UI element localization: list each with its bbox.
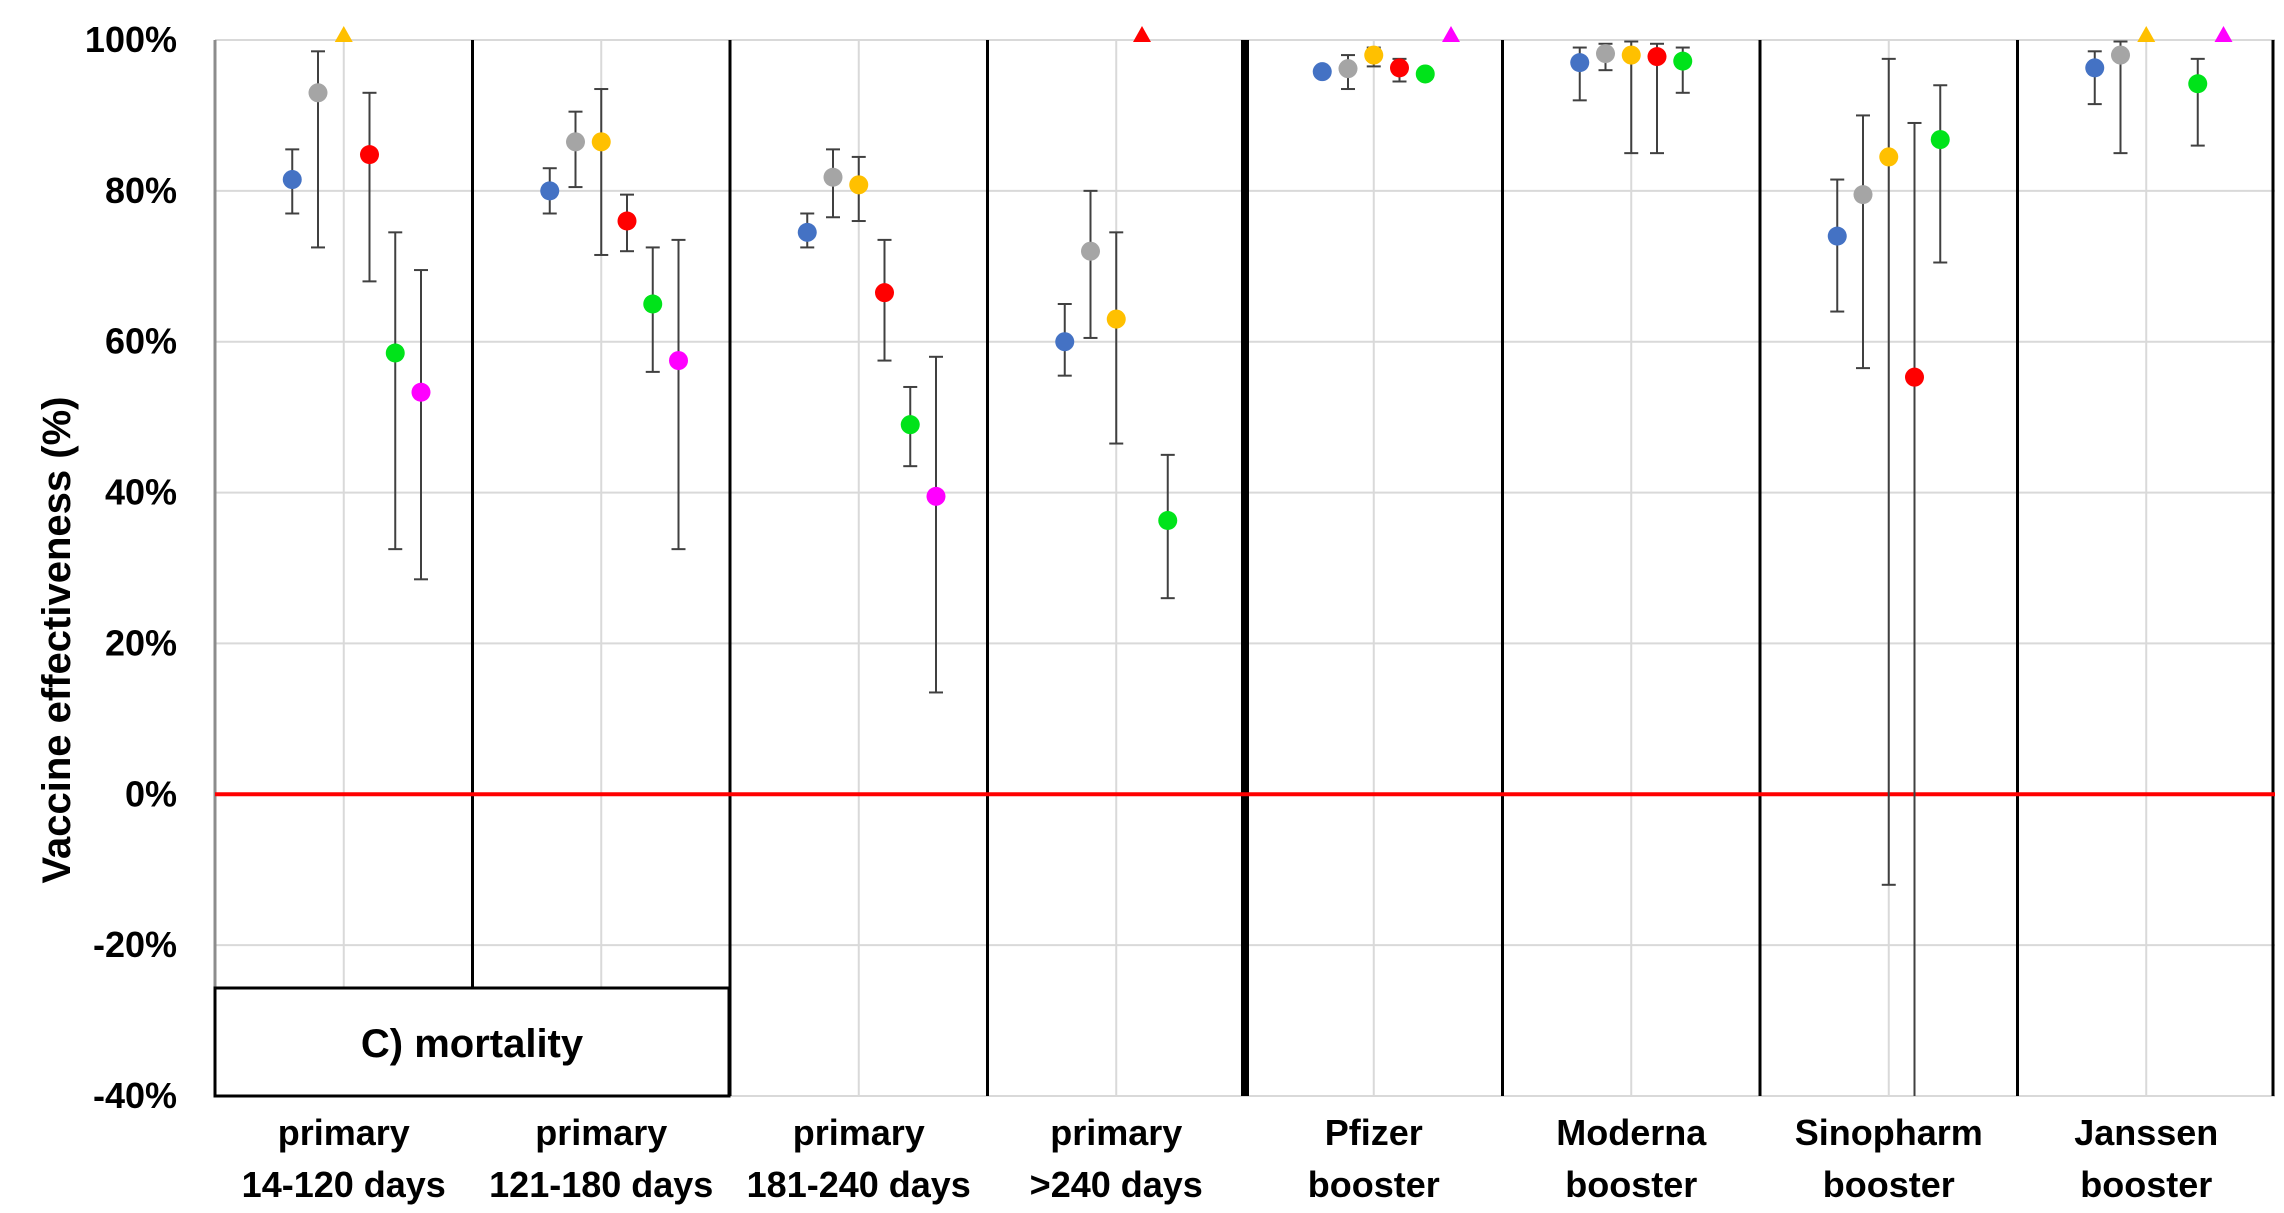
data-point (360, 145, 379, 165)
y-tick-label: 20% (105, 622, 177, 663)
category-label-line1: Sinopharm (1795, 1112, 1983, 1153)
data-point (617, 211, 637, 231)
data-point (1158, 510, 1178, 530)
data-point (1081, 241, 1100, 261)
data-point (1930, 130, 1950, 150)
data-point (1390, 58, 1409, 78)
y-tick-label: -20% (93, 924, 177, 965)
data-point (669, 351, 688, 371)
data-point (411, 382, 431, 402)
data-point (1415, 64, 1435, 84)
data-point (849, 175, 869, 195)
category-label-line2: 181-240 days (747, 1164, 971, 1205)
markers-layer (282, 26, 2233, 530)
data-point (1827, 226, 1847, 246)
category-label-line1: Janssen (2074, 1112, 2218, 1153)
data-point-triangle (334, 26, 353, 42)
y-tick-label: 60% (105, 321, 177, 362)
y-tick-label: -40% (93, 1075, 177, 1116)
y-tick-label: 100% (85, 19, 177, 60)
data-point (282, 170, 302, 190)
category-label-line1: Pfizer (1325, 1112, 1423, 1153)
data-point (308, 83, 328, 103)
category-label-line1: primary (535, 1112, 667, 1153)
data-point (1055, 332, 1075, 352)
category-label-line2: >240 days (1030, 1164, 1203, 1205)
data-point (900, 415, 920, 435)
data-point (2188, 74, 2208, 94)
data-point (591, 132, 611, 152)
category-label-line2: booster (1565, 1164, 1697, 1205)
data-point (1673, 51, 1693, 71)
data-point (823, 167, 843, 187)
panel-label-box: C) mortality (213, 986, 731, 1098)
category-label-line1: Moderna (1556, 1112, 1707, 1153)
data-point (1596, 44, 1615, 64)
category-label-line1: primary (1050, 1112, 1182, 1153)
data-point (1312, 62, 1332, 82)
data-point (1647, 47, 1667, 67)
data-point (1905, 367, 1924, 387)
data-point (797, 222, 817, 242)
data-point (643, 294, 663, 314)
y-tick-label: 0% (125, 773, 177, 814)
data-point-triangle (2137, 26, 2156, 42)
data-point (566, 132, 585, 152)
data-point (2111, 45, 2130, 65)
category-label-line2: booster (1823, 1164, 1955, 1205)
data-point (1364, 45, 1384, 65)
category-label-line2: 14-120 days (242, 1164, 446, 1205)
data-point-triangle (1133, 26, 1151, 42)
data-point (1853, 185, 1873, 205)
data-point (875, 283, 894, 303)
data-point-triangle (2214, 26, 2233, 42)
data-point (540, 181, 560, 201)
data-point (1570, 53, 1590, 73)
y-axis-title: Vaccine effectiveness (%) (35, 397, 79, 884)
data-point (1106, 309, 1126, 329)
category-label-line2: booster (1308, 1164, 1440, 1205)
data-point-triangle (1442, 26, 1460, 42)
category-label-line2: booster (2080, 1164, 2212, 1205)
category-label-line1: primary (793, 1112, 925, 1153)
category-label-line1: primary (278, 1112, 410, 1153)
data-point (926, 486, 946, 506)
labels-layer: -40% -20% 0% 20% 40% 60% 80% 100% primary 14-120 … (85, 19, 2218, 1205)
data-point (385, 343, 405, 363)
data-point (1338, 59, 1358, 79)
data-point (2085, 58, 2105, 78)
data-point (1621, 45, 1641, 65)
y-tick-label: 80% (105, 170, 177, 211)
category-label-line2: 121-180 days (489, 1164, 713, 1205)
y-tick-label: 40% (105, 472, 177, 513)
data-point (1879, 147, 1899, 167)
panel-dividers (213, 40, 2275, 1096)
panel-label: C) mortality (361, 1022, 584, 1066)
